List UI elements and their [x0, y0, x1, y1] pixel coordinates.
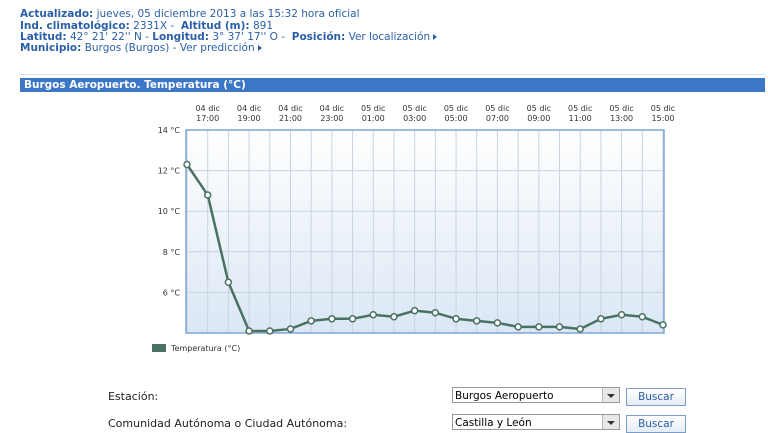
data-point: [245, 327, 253, 335]
y-tick-label: 10 °C: [158, 207, 181, 216]
data-point: [286, 325, 295, 333]
legend-label: Temperatura (°C): [170, 344, 240, 353]
x-tick-label: 04 dic 19:00: [236, 104, 262, 123]
label: Longitud:: [152, 31, 209, 43]
data-point: [307, 317, 315, 325]
data-point: [328, 315, 336, 323]
label: Actualizado:: [20, 8, 94, 20]
select-value: Burgos Aeropuerto: [455, 390, 554, 402]
data-point: [369, 310, 378, 319]
x-tick-label: 04 dic 21:00: [278, 104, 303, 123]
region-select[interactable]: Castilla y León: [452, 414, 620, 430]
label: Posición:: [291, 31, 346, 43]
x-tick-label: 05 dic 13:00: [609, 104, 634, 123]
y-tick-label: 6 °C: [163, 288, 181, 297]
data-point: [472, 317, 481, 325]
label: Municipio:: [20, 42, 82, 54]
search-button[interactable]: Buscar: [626, 388, 686, 406]
x-tick-label: 05 dic 07:00: [485, 104, 510, 123]
data-point: [431, 308, 440, 317]
data-point: [348, 315, 357, 323]
mun-line: Municipio: Burgos (Burgos) - Ver predicc…: [20, 42, 262, 54]
data-point: [452, 315, 460, 323]
search-button[interactable]: Buscar: [626, 415, 686, 433]
x-tick-label: 05 dic 15:00: [650, 104, 676, 123]
divider: [20, 74, 765, 75]
x-tick-label: 05 dic 01:00: [361, 104, 386, 123]
link[interactable]: Ver predicción: [180, 42, 262, 54]
y-tick-label: 14 °C: [158, 126, 181, 135]
data-point: [638, 313, 647, 321]
y-tick-label: 12 °C: [158, 167, 181, 176]
value: jueves, 05 diciembre 2013 a las 15:32 ho…: [96, 8, 360, 20]
plot-border: [185, 129, 665, 334]
plot-area: [186, 130, 664, 333]
data-point: [617, 310, 626, 319]
data-point: [224, 278, 233, 286]
value: 2331X: [133, 20, 168, 32]
x-tick-label: 04 dic 23:00: [319, 104, 345, 123]
data-point: [597, 315, 605, 323]
data-point: [203, 191, 212, 199]
data-point: [266, 327, 274, 335]
region-label: Comunidad Autónoma o Ciudad Autónoma:: [108, 417, 348, 430]
x-tick-label: 05 dic 05:00: [443, 104, 469, 123]
y-tick-label: 8 °C: [163, 248, 181, 257]
data-point: [493, 319, 502, 327]
value: 42° 21' 22'' N: [69, 31, 142, 43]
section-title: Burgos Aeropuerto. Temperatura (°C): [20, 78, 765, 92]
x-tick-label: 05 dic 09:00: [526, 104, 552, 123]
data-point: [514, 323, 522, 331]
label: Ind. climatológico:: [20, 20, 130, 32]
data-point: [390, 313, 398, 321]
coords-line: Latitud: 42° 21' 22'' N - Longitud: 3° 3…: [20, 31, 437, 43]
legend-swatch: [152, 344, 166, 352]
value: Burgos (Burgos): [84, 42, 170, 54]
ind-line: Ind. climatológico: 2331X - Altitud (m):…: [20, 20, 274, 32]
station-select[interactable]: Burgos Aeropuerto: [452, 387, 620, 403]
select-value: Castilla y León: [455, 417, 532, 429]
label: Latitud:: [20, 31, 67, 43]
x-tick-label: 05 dic 03:00: [402, 104, 427, 123]
data-point: [410, 306, 419, 315]
link[interactable]: Ver localización: [349, 31, 438, 43]
x-tick-label: 05 dic 11:00: [567, 104, 593, 123]
label: Altitud (m):: [180, 20, 250, 32]
data-point: [183, 160, 191, 169]
value: 891: [252, 20, 274, 32]
data-point: [659, 321, 667, 329]
updated-line: Actualizado: jueves, 05 diciembre 2013 a…: [20, 8, 360, 20]
data-point: [576, 325, 584, 333]
x-tick-label: 04 dic 17:00: [195, 104, 220, 123]
value: 3° 37' 17'' O: [212, 31, 278, 43]
station-label: Estación:: [108, 390, 159, 403]
data-point: [535, 323, 543, 331]
data-point: [555, 323, 564, 331]
